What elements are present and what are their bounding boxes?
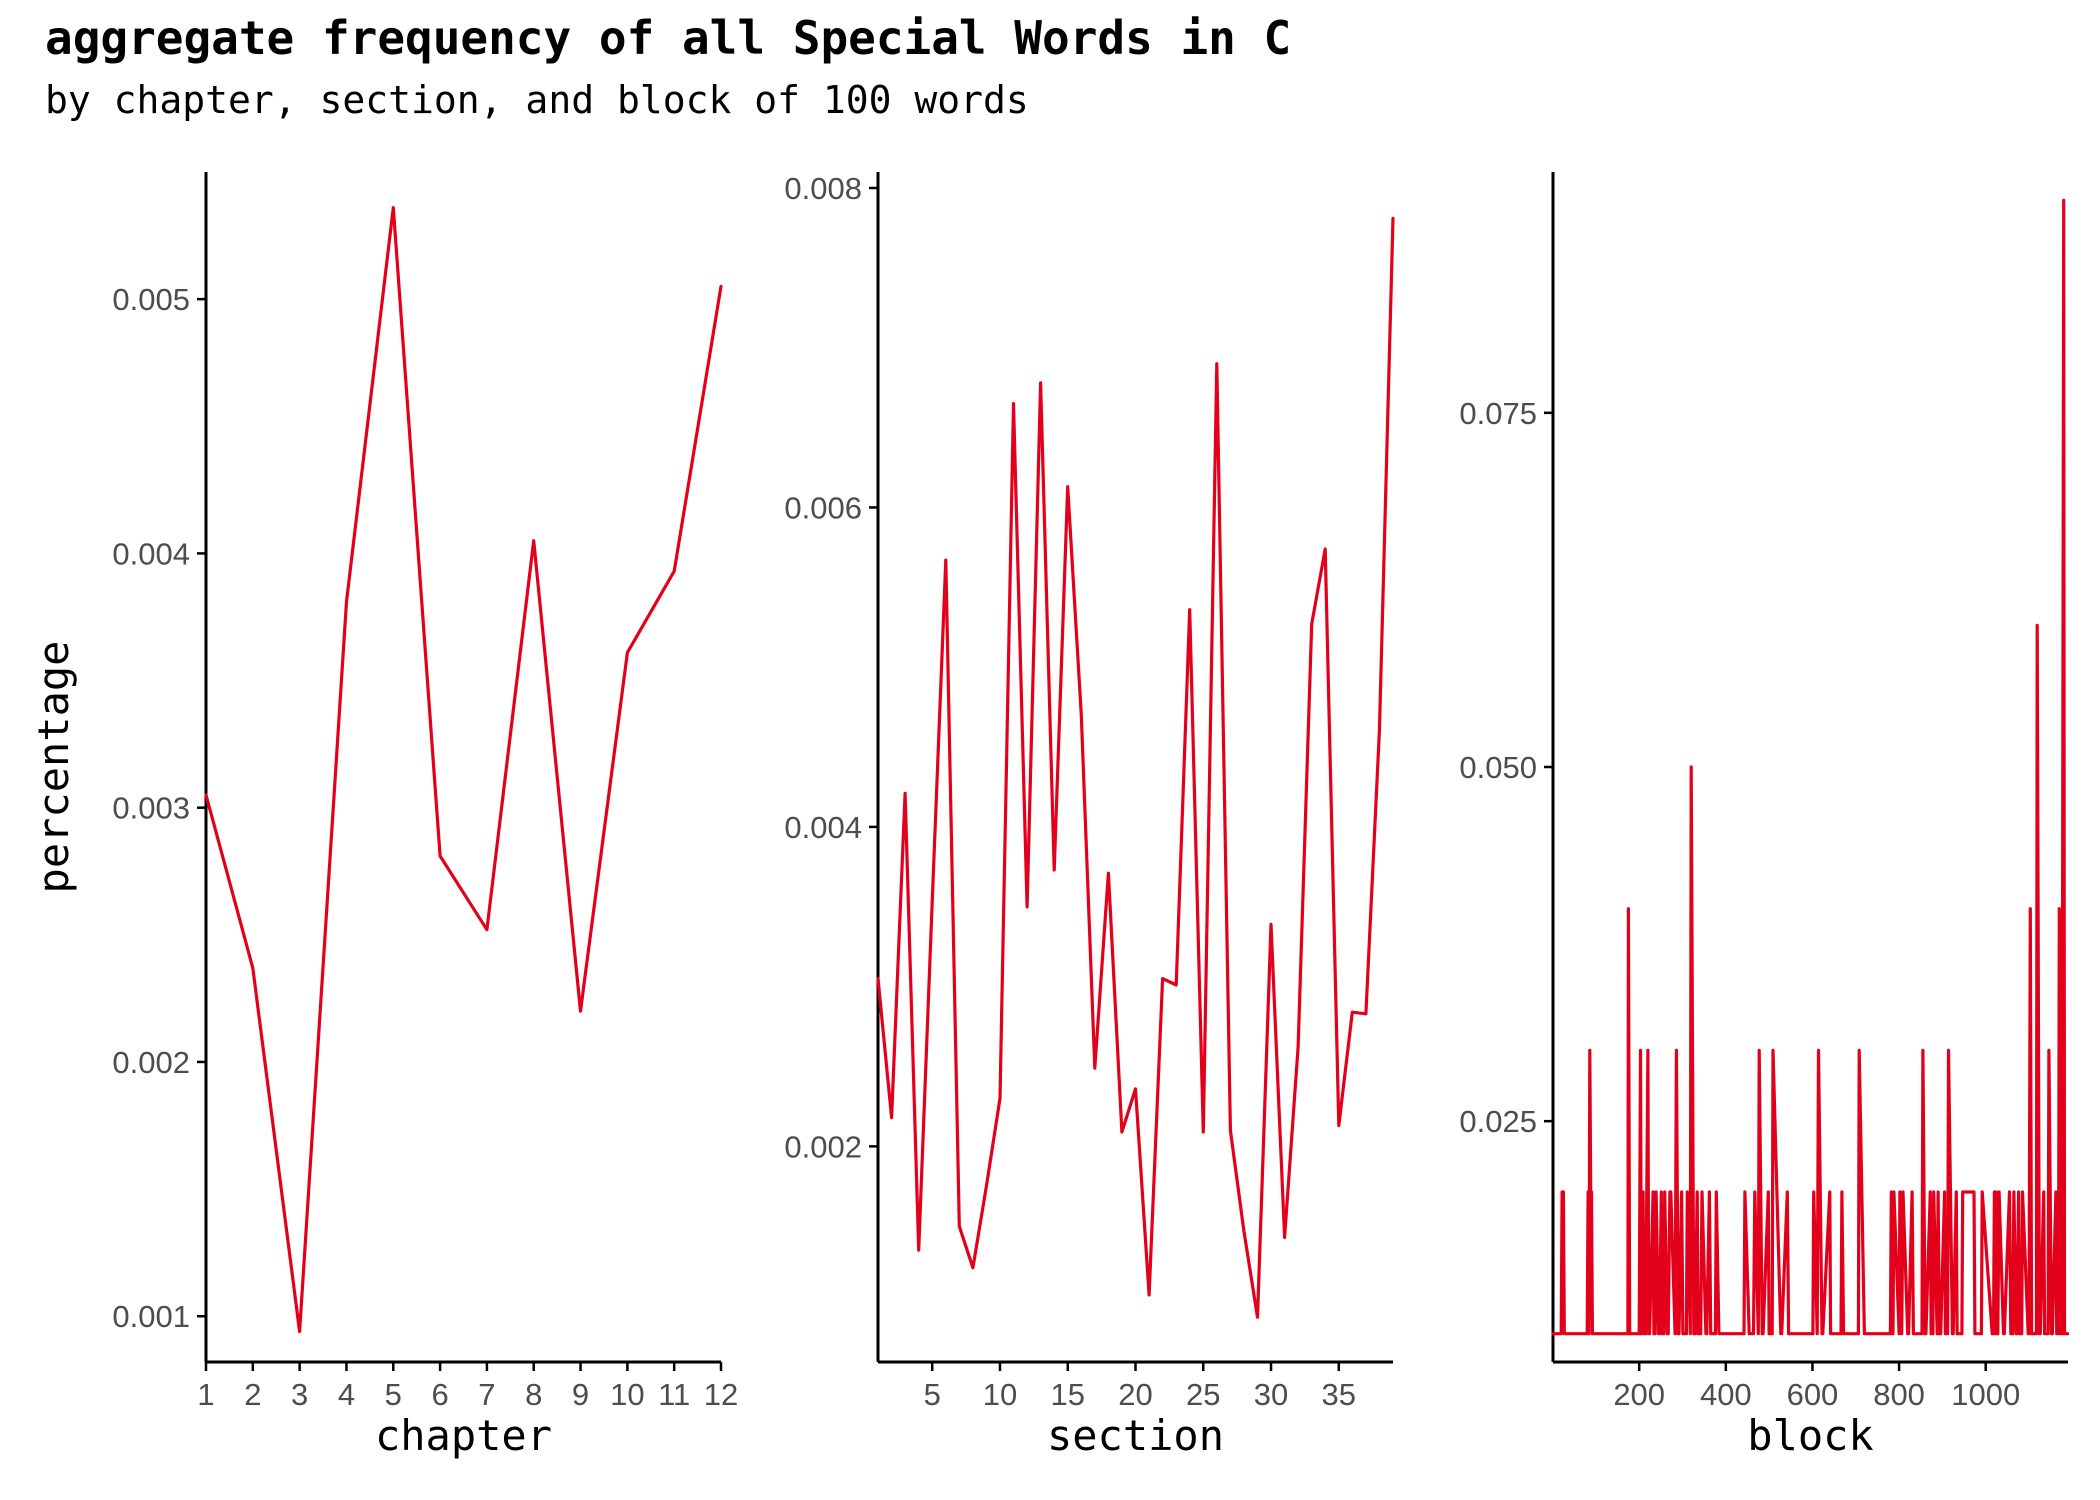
x-tick-label: 12 (704, 1377, 738, 1412)
x-tick-label: 1 (197, 1377, 214, 1412)
y-tick-label: 0.025 (1459, 1104, 1537, 1139)
series-line-chapter (204, 206, 723, 1334)
x-tick-label: 800 (1873, 1377, 1925, 1412)
series-line-section (876, 216, 1395, 1319)
x-tick-label: 3 (291, 1377, 308, 1412)
y-tick-label: 0.003 (112, 791, 190, 826)
y-tick-label: 0.050 (1459, 750, 1537, 785)
x-tick-label: 11 (658, 1377, 690, 1412)
x-tick-label: 7 (478, 1377, 495, 1412)
x-tick-label: 200 (1613, 1377, 1665, 1412)
y-tick-label: 0.002 (784, 1129, 862, 1164)
x-axis-title: section (1047, 1411, 1224, 1460)
x-tick-label: 5 (385, 1377, 402, 1412)
y-tick-label: 0.075 (1459, 396, 1537, 431)
x-tick-label: 2 (244, 1377, 261, 1412)
chart-subtitle: by chapter, section, and block of 100 wo… (45, 78, 1029, 122)
x-tick-label: 10 (983, 1377, 1017, 1412)
chart-title: aggregate frequency of all Special Words… (45, 11, 1291, 65)
x-tick-label: 30 (1254, 1377, 1288, 1412)
x-tick-label: 25 (1186, 1377, 1220, 1412)
x-tick-label: 9 (572, 1377, 589, 1412)
x-tick-label: 600 (1787, 1377, 1839, 1412)
x-tick-label: 6 (431, 1377, 448, 1412)
x-axis-title: chapter (375, 1411, 552, 1460)
y-tick-label: 0.005 (112, 282, 190, 317)
x-tick-label: 5 (924, 1377, 941, 1412)
y-tick-label: 0.004 (112, 536, 190, 571)
x-axis-title: block (1747, 1411, 1873, 1460)
x-tick-label: 15 (1050, 1377, 1084, 1412)
x-tick-label: 1000 (1951, 1377, 2020, 1412)
y-tick-label: 0.004 (784, 810, 862, 845)
x-tick-label: 8 (525, 1377, 542, 1412)
x-tick-label: 35 (1322, 1377, 1356, 1412)
x-tick-label: 4 (338, 1377, 355, 1412)
y-tick-label: 0.008 (784, 171, 862, 206)
panel-block: 0.025 0.050 0.075 200 400 600 800 1000 block (1459, 172, 2070, 1460)
y-tick-label: 0.002 (112, 1045, 190, 1080)
y-tick-label: 0.001 (112, 1299, 190, 1334)
x-tick-label: 20 (1118, 1377, 1152, 1412)
series-line-block (1551, 198, 2070, 1336)
y-axis-title: percentage (29, 641, 78, 894)
y-tick-label: 0.006 (784, 490, 862, 525)
panel-section: 0.002 0.004 0.006 0.008 5 10 15 20 25 30 35 section (784, 171, 1395, 1460)
x-tick-label: 10 (610, 1377, 644, 1412)
x-tick-label: 400 (1700, 1377, 1752, 1412)
